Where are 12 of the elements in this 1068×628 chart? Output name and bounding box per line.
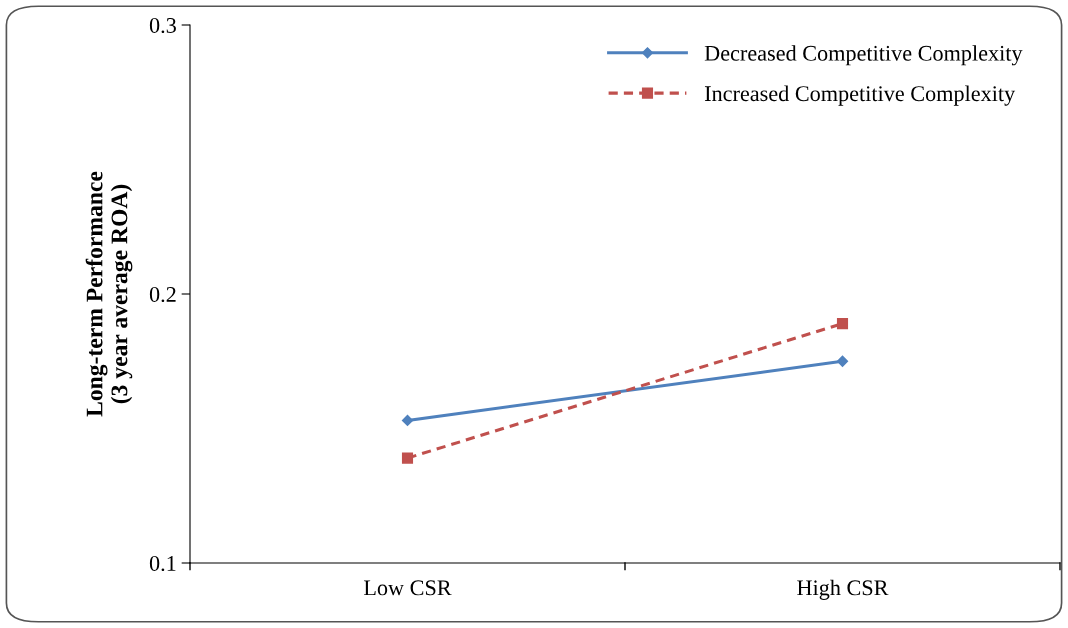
y-tick-label: 0.1 [149, 555, 176, 572]
x-tick-label: Low CSR [363, 580, 452, 596]
y-axis-title: Long-term Performance (3 year average ROA) [85, 171, 133, 417]
point [401, 414, 414, 427]
y-tick-label: 0.2 [149, 286, 176, 303]
point [401, 452, 414, 464]
point [836, 318, 849, 330]
point [836, 355, 849, 367]
legend-label: Decreased Competitive Complexity [704, 45, 1023, 66]
x-tick-label: High CSR [797, 579, 889, 600]
y-tick-label: 0.3 [149, 17, 176, 34]
legend-label: Increased Competitive Complexity [704, 85, 1016, 106]
